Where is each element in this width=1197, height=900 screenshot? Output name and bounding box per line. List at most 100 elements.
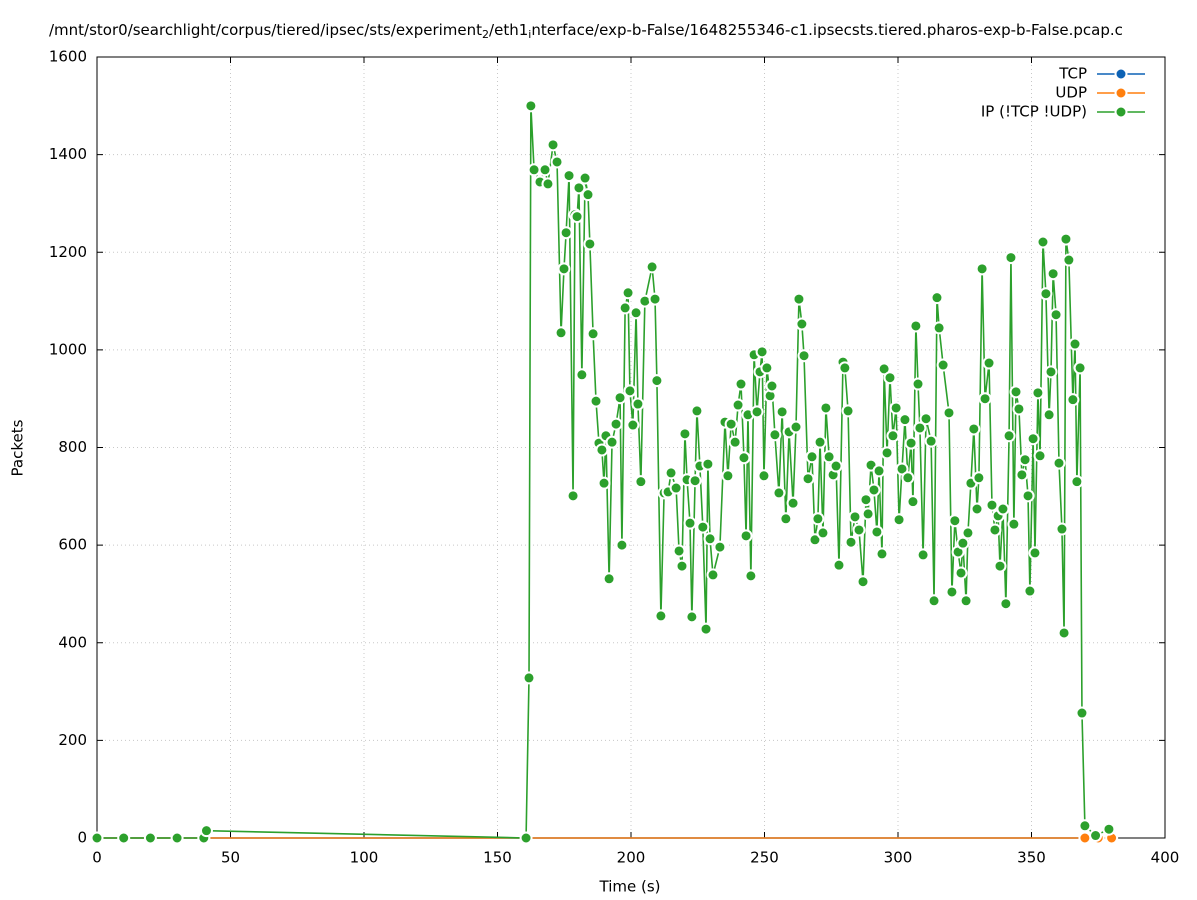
data-point <box>626 418 640 432</box>
data-point <box>728 435 742 449</box>
x-axis-label: Time (s) <box>599 878 661 896</box>
data-point <box>744 569 758 583</box>
y-tick-label: 1400 <box>49 145 87 163</box>
data-point <box>1075 706 1089 720</box>
x-tick-label: 100 <box>350 849 379 867</box>
data-point <box>867 483 881 497</box>
data-point <box>546 138 560 152</box>
data-point <box>889 401 903 415</box>
legend-label: UDP <box>1055 84 1087 102</box>
data-point <box>678 427 692 441</box>
data-point <box>877 362 891 376</box>
data-point <box>669 481 683 495</box>
data-point <box>575 368 589 382</box>
data-point <box>615 538 629 552</box>
data-point <box>703 532 717 546</box>
data-point <box>970 502 984 516</box>
data-point <box>795 317 809 331</box>
data-point <box>1026 432 1040 446</box>
data-point <box>972 471 986 485</box>
y-tick-label: 600 <box>58 536 87 554</box>
data-point <box>945 585 959 599</box>
data-point <box>634 475 648 489</box>
data-point <box>872 464 886 478</box>
data-point <box>1049 308 1063 322</box>
data-point <box>602 572 616 586</box>
legend-label: IP (!TCP !UDP) <box>981 103 1087 121</box>
data-point <box>522 671 536 685</box>
x-tick-label: 150 <box>483 849 512 867</box>
data-point <box>913 421 927 435</box>
data-point <box>739 529 753 543</box>
data-point <box>999 597 1013 611</box>
data-point <box>1073 361 1087 375</box>
legend-marker <box>1114 105 1128 119</box>
data-point <box>765 379 779 393</box>
data-point <box>648 292 662 306</box>
data-point <box>901 471 915 485</box>
data-point <box>895 462 909 476</box>
data-point <box>1004 251 1018 265</box>
data-point <box>1009 385 1023 399</box>
data-point <box>1078 831 1092 845</box>
data-point <box>672 544 686 558</box>
title-part: /mnt/stor0/searchlight/corpus/tiered/ips… <box>49 21 482 39</box>
data-point <box>199 824 213 838</box>
data-point <box>988 523 1002 537</box>
data-point <box>1066 393 1080 407</box>
data-point <box>721 469 735 483</box>
data-point <box>838 361 852 375</box>
y-tick-label: 400 <box>58 633 87 651</box>
data-point <box>750 405 764 419</box>
data-point <box>1102 822 1116 836</box>
data-point <box>1062 253 1076 267</box>
data-point <box>554 326 568 340</box>
data-point <box>811 512 825 526</box>
data-point <box>772 486 786 500</box>
data-point <box>848 510 862 524</box>
chart-title: /mnt/stor0/searchlight/corpus/tiered/ips… <box>49 21 1123 42</box>
data-point <box>706 568 720 582</box>
series-line <box>97 105 1110 839</box>
x-tick-label: 400 <box>1151 849 1180 867</box>
data-point <box>589 394 603 408</box>
data-point <box>993 559 1007 573</box>
data-point <box>930 291 944 305</box>
title-part: /eth1 <box>489 21 528 39</box>
data-point <box>1042 408 1056 422</box>
y-tick-label: 200 <box>58 731 87 749</box>
data-point <box>519 831 533 845</box>
data-point <box>816 526 830 540</box>
data-point <box>631 397 645 411</box>
data-point <box>527 163 541 177</box>
data-point <box>1089 829 1103 843</box>
data-point <box>696 520 710 534</box>
x-tick-label: 250 <box>750 849 779 867</box>
data-point <box>90 831 104 845</box>
data-point <box>1007 517 1021 531</box>
data-point <box>822 450 836 464</box>
data-point <box>1046 267 1060 281</box>
data-point <box>541 177 555 191</box>
data-point <box>768 428 782 442</box>
data-point <box>1036 235 1050 249</box>
data-point <box>832 558 846 572</box>
data-point <box>760 361 774 375</box>
data-point <box>638 294 652 308</box>
data-point <box>1057 626 1071 640</box>
data-point <box>805 450 819 464</box>
data-point <box>880 446 894 460</box>
data-point <box>609 417 623 431</box>
data-point <box>924 434 938 448</box>
data-point <box>883 371 897 385</box>
data-point <box>650 374 664 388</box>
data-point <box>904 436 918 450</box>
data-point <box>550 155 564 169</box>
data-point <box>906 495 920 509</box>
data-point <box>961 526 975 540</box>
data-point <box>623 384 637 398</box>
data-point <box>886 429 900 443</box>
data-point <box>699 622 713 636</box>
